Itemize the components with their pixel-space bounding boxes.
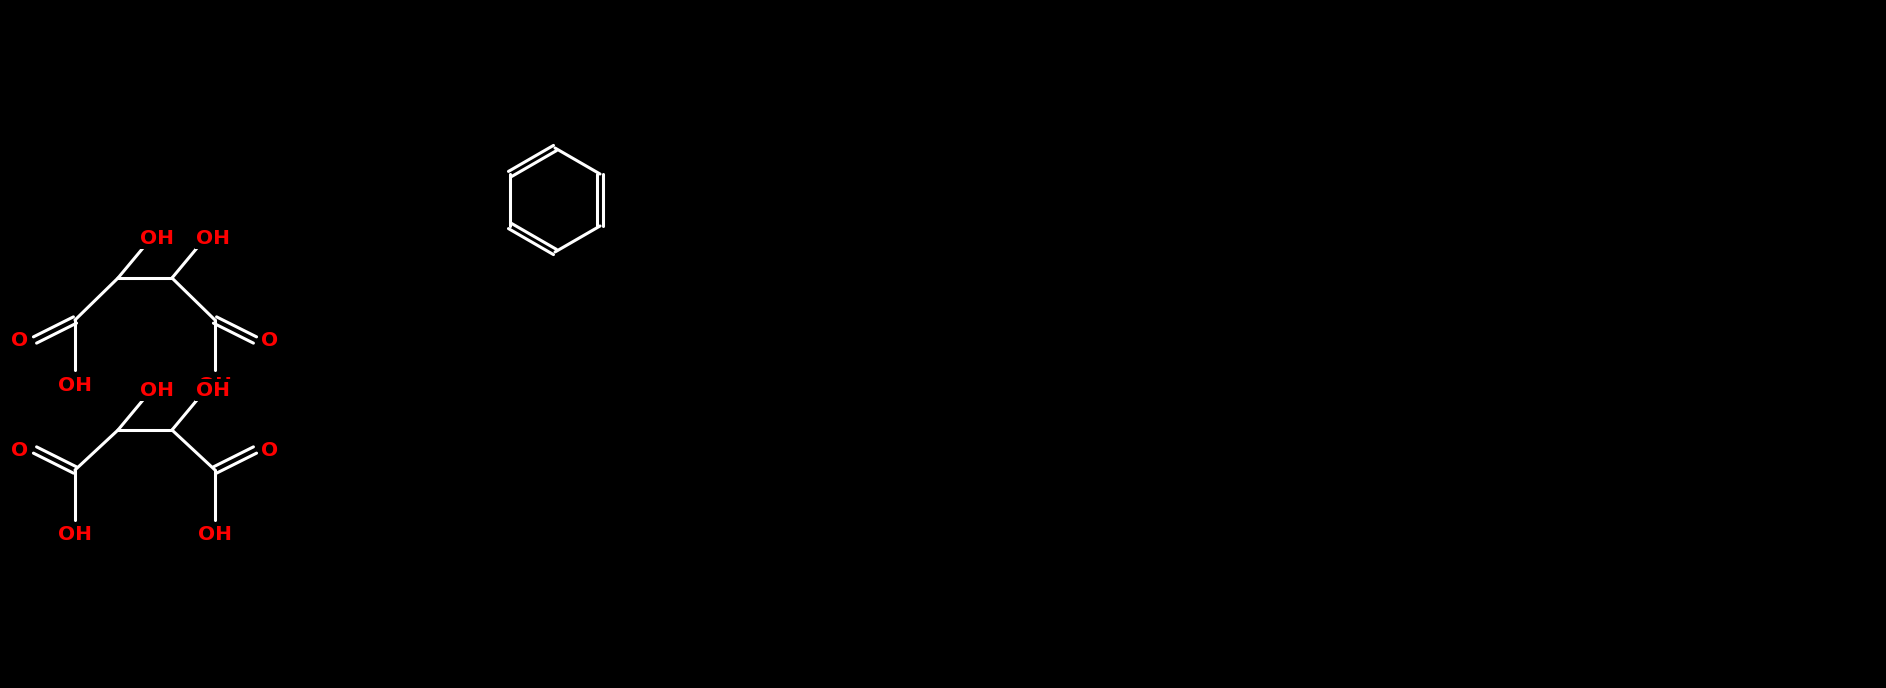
Text: OH: OH: [198, 526, 232, 544]
Text: OH: OH: [140, 228, 174, 248]
Text: O: O: [262, 330, 279, 350]
Text: OH: OH: [198, 376, 232, 394]
Text: OH: OH: [58, 526, 92, 544]
Text: O: O: [11, 440, 28, 460]
Text: OH: OH: [196, 380, 230, 400]
Text: OH: OH: [196, 228, 230, 248]
Text: OH: OH: [58, 376, 92, 394]
Text: O: O: [262, 440, 279, 460]
Text: OH: OH: [140, 380, 174, 400]
Text: O: O: [11, 330, 28, 350]
